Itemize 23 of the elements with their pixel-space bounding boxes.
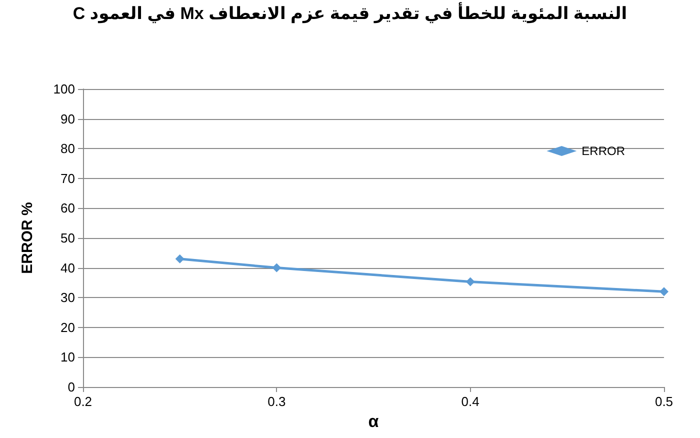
point: [660, 287, 668, 296]
point: [175, 254, 184, 264]
x-tick-label: 0.2: [74, 394, 92, 409]
y-tick-label: 30: [60, 290, 75, 306]
y-tick-label: 60: [60, 200, 75, 216]
x-axis-title: α: [368, 412, 380, 431]
y-tick-label: 90: [60, 111, 75, 126]
y-tick-label: 100: [53, 82, 75, 96]
point: [272, 263, 282, 272]
y-axis-title: ERROR %: [19, 202, 36, 274]
x-tick-label: 0.4: [461, 394, 480, 409]
chart-title: النسبة المئوية للخطأ في تقدير قيمة عزم الانعطاف Mx في العمود C: [72, 4, 628, 24]
point: [466, 277, 475, 286]
y-tick-label: 20: [60, 320, 75, 335]
y-tick-label: 70: [60, 170, 75, 186]
y-tick-label: 50: [60, 230, 75, 246]
x-tick-label: 0.5: [654, 394, 674, 409]
y-tick-label: 10: [60, 350, 75, 365]
y-tick-label: 80: [60, 141, 75, 156]
y-tick-label: 40: [60, 260, 75, 276]
y-tick-label: 0: [68, 380, 75, 394]
x-tick-label: 0.3: [268, 394, 286, 409]
legend-label: ERROR: [582, 144, 626, 158]
